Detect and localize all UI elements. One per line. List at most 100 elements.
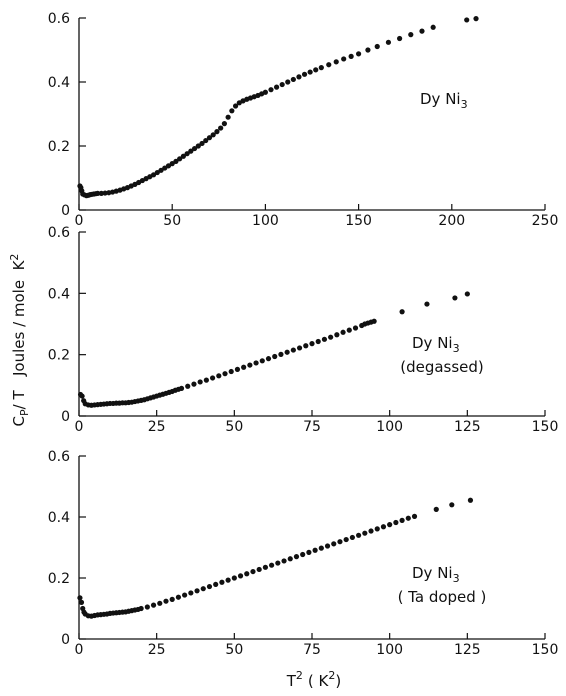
data-point [331, 541, 337, 547]
data-point [102, 190, 108, 196]
y-axis-label: CP/ T Joules / mole K2 [8, 254, 31, 427]
data-point [229, 108, 235, 114]
data-point [157, 600, 163, 606]
data-point [154, 169, 160, 176]
data-point [256, 566, 262, 573]
data-point [241, 364, 247, 370]
x-tick-label: 50 [225, 419, 243, 435]
x-tick-label: 250 [532, 213, 559, 229]
y-tick-label: 0 [61, 409, 70, 425]
data-point [287, 556, 293, 562]
data-point [219, 579, 225, 585]
data-point [225, 577, 231, 583]
data-point [95, 190, 101, 196]
data-point [184, 151, 190, 157]
sample-label: Dy Ni3 [420, 90, 468, 111]
data-point [333, 59, 339, 65]
sample-condition-label: (degassed) [400, 358, 484, 376]
y-tick-label: 0.6 [48, 225, 70, 241]
data-point [411, 513, 418, 519]
data-point [231, 575, 237, 581]
data-point [324, 543, 331, 549]
data-point [191, 381, 197, 387]
data-point [337, 539, 343, 545]
data-point [77, 595, 83, 601]
data-point [349, 534, 355, 541]
data-point [275, 560, 281, 566]
data-point [340, 329, 346, 335]
x-tick-label: 50 [225, 642, 243, 658]
data-point [368, 528, 374, 534]
x-tick-label: 150 [532, 642, 559, 658]
x-tick-label: 125 [454, 419, 481, 435]
y-tick-label: 0 [61, 632, 70, 648]
data-point [191, 145, 198, 152]
data-point [296, 345, 303, 351]
data-point [165, 163, 172, 169]
data-point [352, 325, 359, 331]
data-point [290, 76, 296, 83]
data-point [385, 39, 392, 45]
data-point [278, 351, 284, 357]
x-axis-label-main: T [286, 672, 297, 690]
data-point [374, 43, 380, 50]
sample-condition-label: ( Ta doped ) [398, 588, 487, 606]
data-point [188, 148, 194, 154]
x-tick-label: 150 [345, 213, 372, 229]
data-point [408, 32, 414, 38]
data-point [449, 502, 455, 508]
data-point [232, 103, 239, 109]
data-point [79, 393, 85, 399]
y-axis-label-sup: 2 [8, 254, 21, 261]
data-point [334, 332, 340, 338]
data-point [163, 598, 169, 604]
data-point [169, 161, 175, 167]
data-point [177, 156, 183, 162]
data-point [326, 62, 332, 68]
data-point [380, 524, 387, 530]
data-point [300, 551, 306, 558]
y-tick-label: 0.2 [48, 571, 70, 587]
y-tick-label: 0.4 [48, 75, 70, 91]
data-point [362, 530, 368, 536]
x-axis-label-sup2: 2 [328, 669, 335, 682]
data-point [178, 385, 185, 391]
sample-label: Dy Ni3 [412, 564, 460, 585]
data-point [213, 581, 219, 588]
data-point [253, 360, 259, 366]
x-tick-label: 75 [303, 419, 321, 435]
data-point [150, 172, 157, 178]
data-point [169, 596, 175, 602]
data-point [200, 586, 206, 592]
data-point [98, 190, 104, 196]
data-point [216, 373, 222, 379]
data-point [268, 87, 274, 93]
x-axis-label: T2( K2) [286, 669, 342, 690]
x-tick-label: 25 [148, 419, 166, 435]
data-point [296, 74, 302, 80]
data-point [228, 368, 234, 375]
sample-label: Dy Ni3 [412, 334, 460, 355]
panel-bottom: 0 25 50 75 100 125 150 0 0.2 0.4 0.6 Dy Ni3 ( Ta dop… [48, 449, 559, 658]
data-point [272, 353, 278, 360]
data-point [293, 554, 300, 560]
x-tick-label: 200 [438, 213, 465, 229]
data-point [313, 67, 319, 73]
data-point [371, 318, 377, 324]
data-point [387, 522, 393, 528]
data-point [194, 588, 200, 594]
data-point [464, 291, 470, 297]
data-point [173, 158, 179, 164]
data-point [222, 371, 228, 377]
x-tick-label: 125 [454, 642, 481, 658]
data-point [210, 132, 216, 138]
data-point [188, 590, 194, 596]
data-point [225, 114, 231, 120]
data-point [138, 605, 144, 612]
data-point [203, 137, 209, 144]
data-point [348, 53, 354, 60]
y-tick-label: 0.2 [48, 348, 70, 364]
data-point [182, 592, 188, 598]
x-tick-label: 150 [532, 419, 559, 435]
